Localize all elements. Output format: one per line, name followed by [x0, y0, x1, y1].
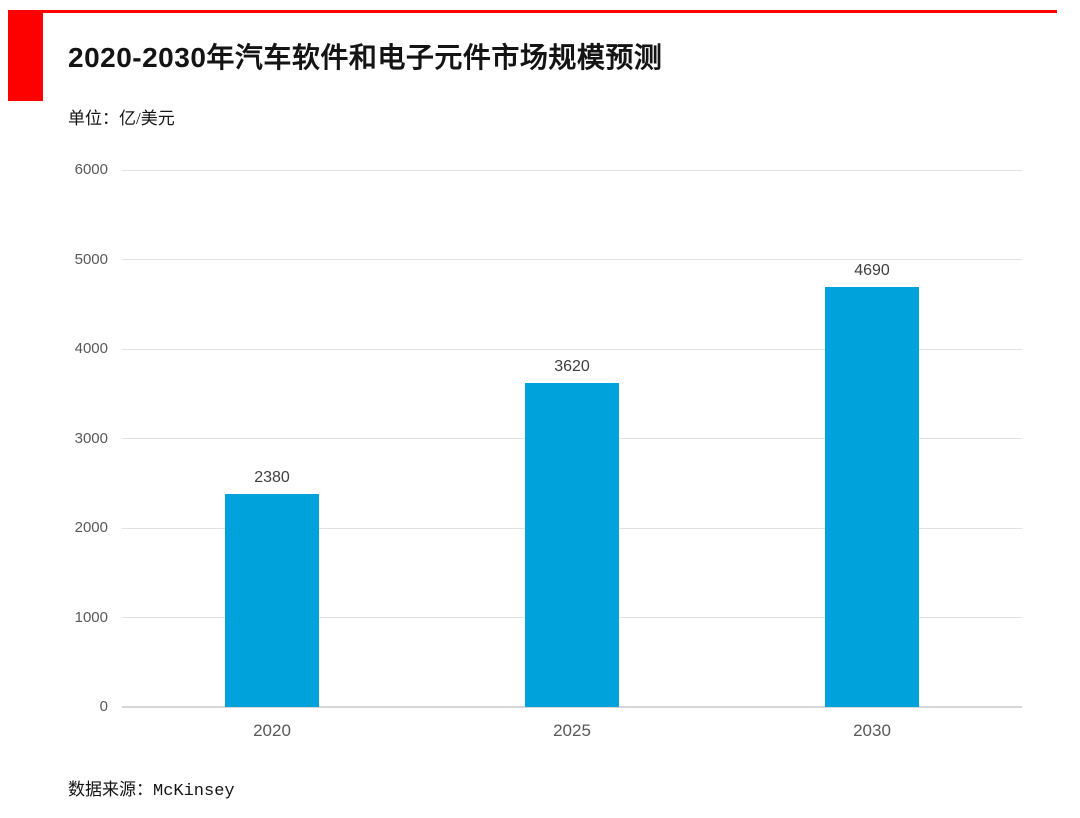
bar-2030	[825, 287, 919, 707]
y-axis-tick-label: 4000	[74, 340, 108, 357]
gridline-4000	[122, 348, 1022, 350]
y-axis-tick-label: 5000	[74, 250, 108, 268]
y-axis-tick-label: 1000	[74, 608, 108, 626]
y-axis-tick-label: 0	[99, 698, 108, 715]
bar-2025	[525, 383, 619, 707]
unit-label: 单位：亿/美元	[68, 109, 175, 128]
bar-value-label: 2380	[254, 469, 290, 486]
data-source-label: 数据来源：McKinsey	[68, 782, 235, 801]
red-accent-block	[8, 10, 43, 101]
gridline-5000	[122, 259, 1022, 260]
chart-title: 2020-2030年汽车软件和电子元件市场规模预测	[68, 42, 663, 73]
x-axis-tick-label: 2025	[553, 721, 591, 740]
x-axis-tick-label: 2020	[253, 721, 291, 740]
y-axis-tick-label: 2000	[74, 519, 108, 536]
y-axis-tick-label: 3000	[74, 429, 108, 447]
gridline-6000	[122, 169, 1022, 171]
gridline-0	[122, 706, 1022, 708]
bar-chart-plot: 0 1000 2000 3000 4000 5000 6000 2380 2020 3620 202…	[75, 161, 1022, 740]
x-axis-tick-label: 2030	[853, 721, 891, 740]
bar-2020	[225, 494, 319, 707]
y-axis-tick-label: 6000	[74, 161, 108, 178]
bar-value-label: 4690	[854, 262, 890, 280]
red-accent-line	[43, 10, 1057, 13]
bar-value-label: 3620	[554, 358, 590, 376]
